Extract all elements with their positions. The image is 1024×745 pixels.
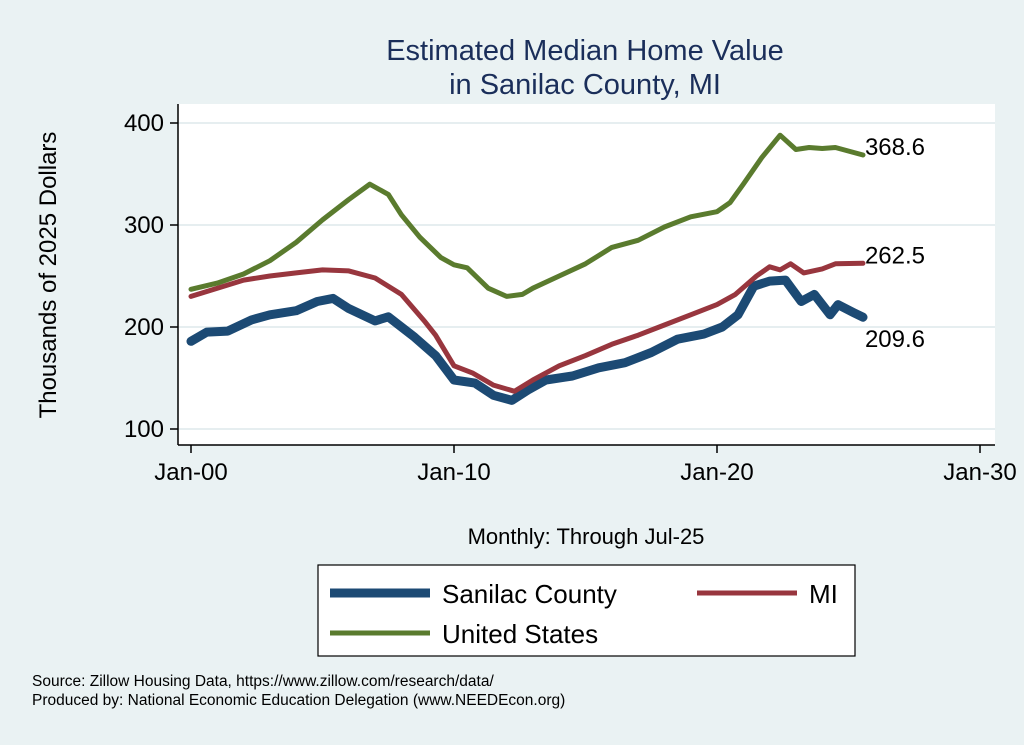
chart-title-line1: Estimated Median Home Value bbox=[386, 35, 784, 67]
end-value-label: 209.6 bbox=[865, 326, 925, 353]
series-line-sanilac-county bbox=[186, 275, 868, 405]
series-line-united-states bbox=[188, 132, 866, 299]
y-tick-label: 200 bbox=[124, 314, 164, 341]
series-line-mi bbox=[188, 260, 866, 394]
x-tick-label: Jan-30 bbox=[943, 459, 1016, 486]
legend bbox=[317, 564, 856, 657]
legend-label: Sanilac County bbox=[442, 579, 617, 609]
y-tick-label: 300 bbox=[124, 212, 164, 239]
x-tick-label: Jan-10 bbox=[417, 459, 490, 486]
x-tick-label: Jan-20 bbox=[680, 459, 753, 486]
plot-area bbox=[178, 104, 995, 445]
y-tick-label: 400 bbox=[124, 110, 164, 137]
y-axis-label: Thousands of 2025 Dollars bbox=[35, 132, 62, 419]
legend-label: United States bbox=[442, 619, 598, 649]
chart-title-line2: in Sanilac County, MI bbox=[449, 69, 721, 101]
end-value-label: 368.6 bbox=[865, 134, 925, 161]
y-tick-label: 100 bbox=[124, 416, 164, 443]
producer-note: Produced by: National Economic Education… bbox=[32, 692, 566, 709]
source-note: Source: Zillow Housing Data, https://www… bbox=[32, 673, 494, 690]
end-value-label: 262.5 bbox=[865, 242, 925, 269]
x-axis-label: Monthly: Through Jul-25 bbox=[468, 524, 705, 549]
x-tick-label: Jan-00 bbox=[154, 459, 227, 486]
legend-label: MI bbox=[809, 579, 838, 609]
